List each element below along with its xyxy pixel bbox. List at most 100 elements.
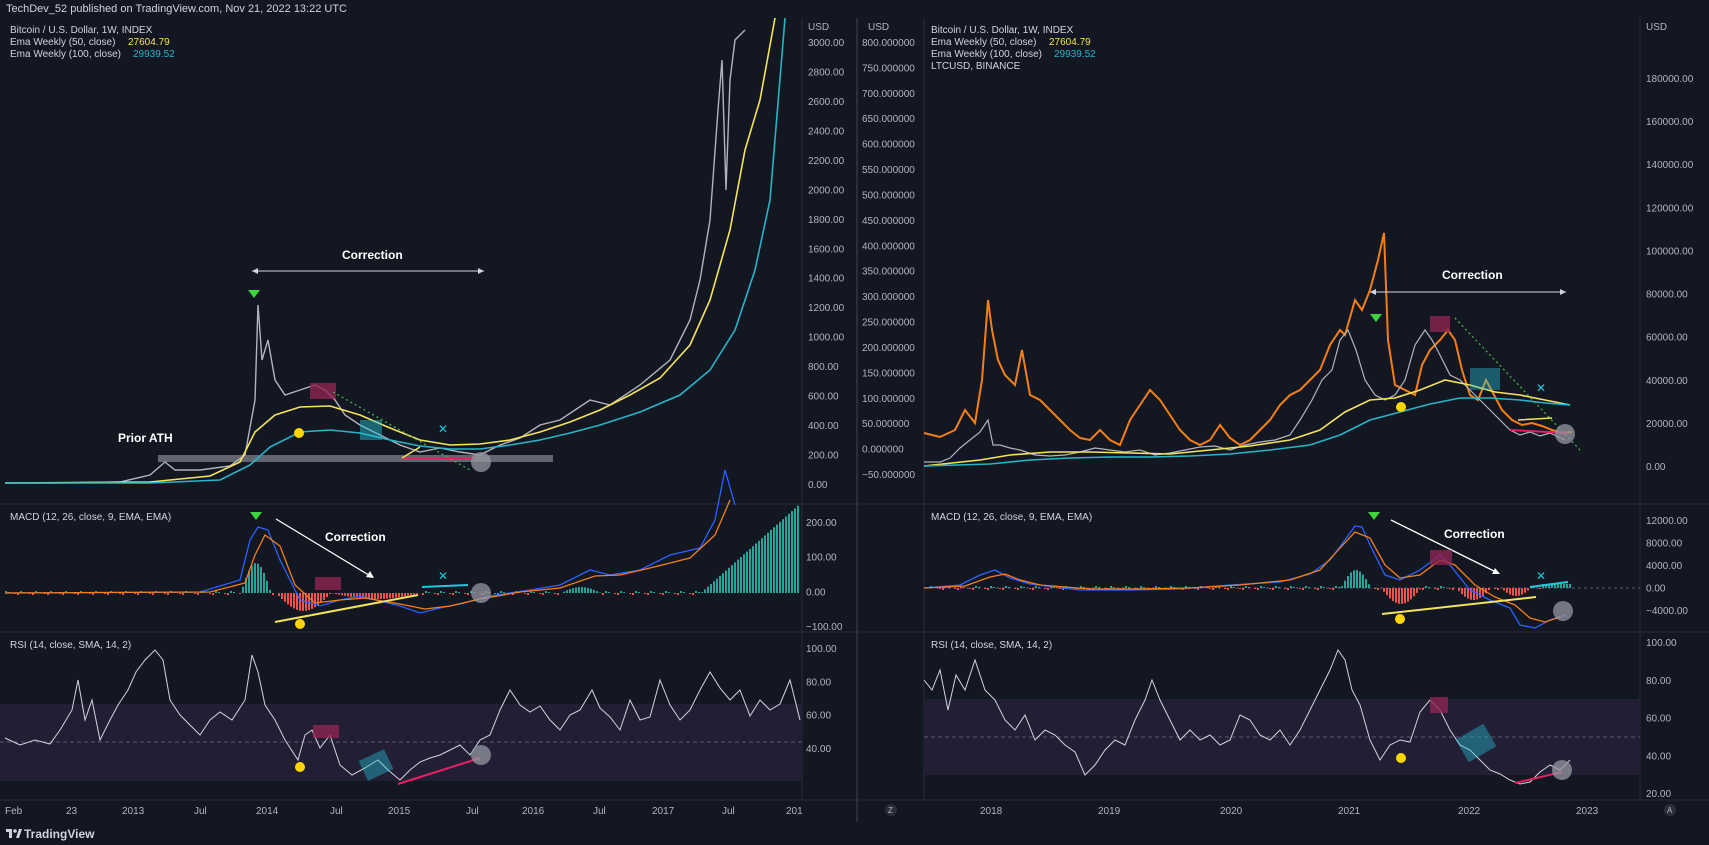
time-tick-label: Jul [466, 806, 479, 817]
axis-tick-label: 0.00 [1646, 584, 1666, 595]
macd-histogram-bar [725, 570, 727, 593]
macd-histogram-bar [722, 573, 724, 593]
macd-histogram-bar [1269, 588, 1271, 589]
macd-histogram-bar [758, 540, 760, 593]
macd-histogram-bar [281, 593, 283, 600]
left-ema50-value: 27604.79 [128, 37, 170, 48]
right-cross-marker-icon: ✕ [1536, 381, 1546, 395]
macd-histogram-bar [1398, 588, 1400, 604]
macd-histogram-bar [1515, 588, 1517, 596]
macd-histogram-bar [704, 589, 706, 593]
right-time-axis: 2018 2019 2020 2021 2022 2023 [980, 806, 1599, 817]
ema50-line-left [4, 18, 776, 484]
macd-histogram-bar [1155, 586, 1157, 588]
ltc-price-line [923, 232, 1573, 447]
macd-histogram-bar [326, 593, 328, 598]
axis-tick-label: 80.00 [1646, 676, 1671, 687]
axis-tick-label: 140000.00 [1646, 160, 1694, 171]
macd-histogram-bar [1212, 588, 1214, 590]
axis-tick-label: 0.00 [808, 480, 828, 491]
time-tick-label: Jul [722, 806, 735, 817]
macd-histogram-bar [512, 593, 514, 595]
axis-tick-label: 400.00 [808, 421, 839, 432]
macd-histogram-bar [638, 592, 640, 593]
macd-histogram-bar [990, 586, 992, 588]
macd-histogram-bar [1263, 587, 1265, 588]
macd-histogram-bar [1233, 587, 1235, 588]
right-rsi-line [923, 648, 1571, 785]
time-tick-label: 2020 [1220, 806, 1243, 817]
axis-tick-label: −50.000000 [862, 470, 916, 481]
tradingview-brand: TradingView [24, 827, 95, 841]
macd-histogram-bar [215, 591, 217, 593]
time-tick-label: 2023 [1576, 806, 1599, 817]
axis-tick-label: 700.000000 [862, 89, 915, 100]
a-button[interactable]: A [1664, 804, 1676, 816]
macd-histogram-bar [1434, 588, 1436, 589]
macd-histogram-bar [1173, 587, 1175, 588]
rsi-distribution-box-left [313, 725, 339, 738]
ema100-line-left [5, 18, 786, 484]
macd-histogram-bar [692, 593, 694, 595]
macd-histogram-bar [963, 587, 965, 588]
macd-histogram-bar [593, 589, 595, 593]
right-ltc-label: LTCUSD, BINANCE [931, 61, 1021, 72]
macd-histogram-bar [542, 593, 544, 595]
macd-histogram-bar [350, 593, 352, 597]
macd-histogram-bar [194, 593, 196, 594]
macd-histogram-bar [569, 589, 571, 593]
macd-histogram-bar [1077, 588, 1079, 590]
macd-histogram-bar [1428, 587, 1430, 588]
macd-histogram-bar [254, 563, 256, 593]
macd-histogram-bar [1080, 586, 1082, 588]
macd-histogram-bar [662, 593, 664, 595]
macd-histogram-bar [548, 592, 550, 593]
time-tick-label: 2021 [1338, 806, 1361, 817]
axis-tick-label: 60000.00 [1646, 333, 1688, 344]
macd-histogram-bar [1473, 588, 1475, 600]
macd-histogram-bar [957, 588, 959, 590]
macd-histogram-bar [347, 593, 349, 597]
macd-histogram-bar [1464, 588, 1466, 597]
macd-histogram-bar [1461, 588, 1463, 595]
macd-histogram-bar [1539, 588, 1541, 589]
axis-tick-label: 800.00 [808, 362, 839, 373]
macd-histogram-bar [1209, 588, 1211, 589]
macd-histogram-bar [392, 593, 394, 598]
macd-histogram-bar [689, 593, 691, 594]
macd-histogram-bar [314, 593, 316, 608]
right-macd-cross-marker-icon: ✕ [1536, 569, 1546, 583]
time-tick-label: 2014 [256, 806, 279, 817]
macd-histogram-bar [1128, 587, 1130, 588]
macd-histogram-bar [440, 591, 442, 593]
macd-histogram-bar [239, 593, 241, 594]
macd-histogram-bar [302, 593, 304, 611]
distribution-box-right [1430, 316, 1450, 332]
right-ema100-label: Ema Weekly (100, close) [931, 49, 1042, 60]
macd-histogram-bar [65, 591, 67, 593]
macd-histogram-bar [533, 592, 535, 593]
right-macd-top-marker-icon [1368, 512, 1380, 520]
macd-histogram-bar [590, 588, 592, 593]
macd-histogram-bar [1449, 588, 1451, 589]
macd-histogram-bar [554, 593, 556, 594]
macd-histogram-bar [1038, 587, 1040, 588]
macd-histogram-bar [1035, 586, 1037, 588]
macd-histogram-bar [1314, 588, 1316, 589]
macd-histogram-bar [494, 593, 496, 594]
macd-histogram-bar [398, 593, 400, 598]
macd-histogram-bar [422, 593, 424, 595]
macd-histogram-bar [1302, 588, 1304, 590]
macd-histogram-bar [1227, 588, 1229, 590]
axis-tick-label: 200.00 [806, 518, 837, 529]
macd-histogram-bar [59, 593, 61, 594]
z-button[interactable]: Z [885, 804, 897, 816]
macd-histogram-bar [1506, 588, 1508, 593]
macd-histogram-bar [746, 551, 748, 593]
macd-histogram-bar [32, 593, 34, 595]
macd-histogram-bar [1329, 588, 1331, 589]
macd-histogram-bar [119, 593, 121, 594]
macd-cross-marker-icon: ✕ [438, 569, 448, 583]
axis-tick-label: 2000.00 [808, 185, 845, 196]
time-tick-label: 2022 [1458, 806, 1481, 817]
